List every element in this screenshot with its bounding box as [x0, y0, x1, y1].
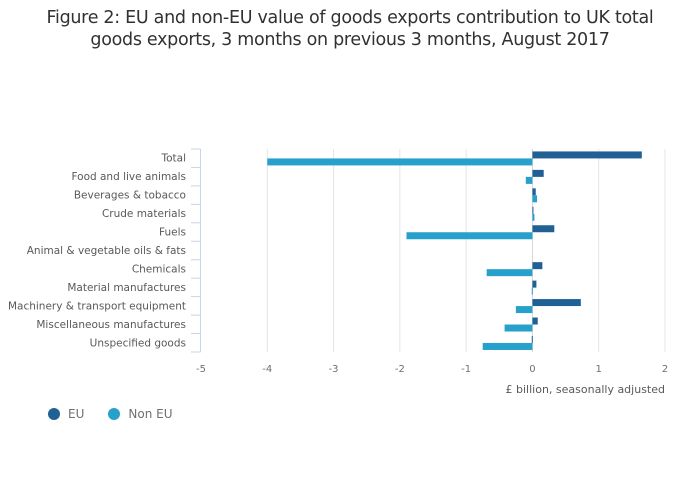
- gridlines: [266, 149, 666, 352]
- bar-non-eu: [532, 195, 538, 203]
- category-label: Crude materials: [102, 208, 186, 220]
- legend-marker-non-eu: [108, 408, 121, 420]
- x-tick-label: 0: [529, 364, 535, 375]
- legend: EU Non EU: [48, 407, 196, 421]
- bar-eu: [532, 299, 581, 307]
- chart-title-line-2: goods exports, 3 months on previous 3 mo…: [90, 30, 610, 50]
- bar-eu: [532, 225, 555, 233]
- bar-non-eu: [532, 213, 535, 221]
- x-tick-label: 2: [662, 364, 668, 375]
- legend-item-eu[interactable]: EU: [48, 407, 84, 421]
- bar-non-eu: [525, 176, 533, 184]
- category-label: Fuels: [159, 227, 186, 239]
- chart-title: Figure 2: EU and non-EU value of goods e…: [0, 7, 700, 51]
- legend-item-non-eu[interactable]: Non EU: [108, 407, 172, 421]
- bar-non-eu: [486, 269, 533, 277]
- bars: [267, 151, 642, 350]
- category-label: Total: [160, 153, 186, 165]
- bar-non-eu: [406, 232, 533, 240]
- category-label: Miscellaneous manufactures: [36, 319, 186, 331]
- bar-eu: [532, 280, 537, 288]
- legend-label-non-eu: Non EU: [128, 407, 173, 421]
- bar-eu: [532, 151, 642, 159]
- x-tick-label: -4: [262, 364, 272, 375]
- category-label: Beverages & tobacco: [74, 190, 186, 202]
- bar-non-eu: [267, 158, 533, 166]
- bar-eu: [532, 206, 534, 214]
- category-label: Animal & vegetable oils & fats: [27, 245, 186, 257]
- legend-label-eu: EU: [68, 407, 85, 421]
- category-label: Food and live animals: [71, 171, 186, 183]
- bar-eu: [532, 169, 544, 177]
- bar-non-eu: [531, 287, 533, 295]
- category-label: Unspecified goods: [90, 337, 186, 349]
- bar-eu: [532, 317, 538, 325]
- x-tick-label: -1: [461, 364, 471, 375]
- x-axis-title: £ billion, seasonally adjusted: [506, 383, 665, 396]
- x-tick-label: -5: [196, 364, 206, 375]
- value-axis-ticks: -5 -4 -3 -2 -1 0 1 2: [196, 364, 668, 375]
- bar-eu: [532, 188, 536, 196]
- bar-eu: [531, 335, 533, 343]
- category-label: Machinery & transport equipment: [8, 300, 186, 312]
- bar-non-eu: [515, 306, 533, 314]
- x-tick-label: -2: [395, 364, 405, 375]
- bar-non-eu: [482, 342, 533, 350]
- category-label: Material manufactures: [67, 282, 186, 294]
- x-tick-label: 1: [596, 364, 602, 375]
- bar-eu: [532, 262, 543, 270]
- category-label: Chemicals: [132, 263, 186, 275]
- category-axis: Total Food and live animals Beverages & to…: [8, 148, 201, 353]
- bar-non-eu: [504, 324, 533, 332]
- legend-marker-eu: [48, 408, 60, 420]
- x-tick-label: -3: [329, 364, 339, 375]
- chart-title-line-1: Figure 2: EU and non-EU value of goods e…: [46, 8, 654, 28]
